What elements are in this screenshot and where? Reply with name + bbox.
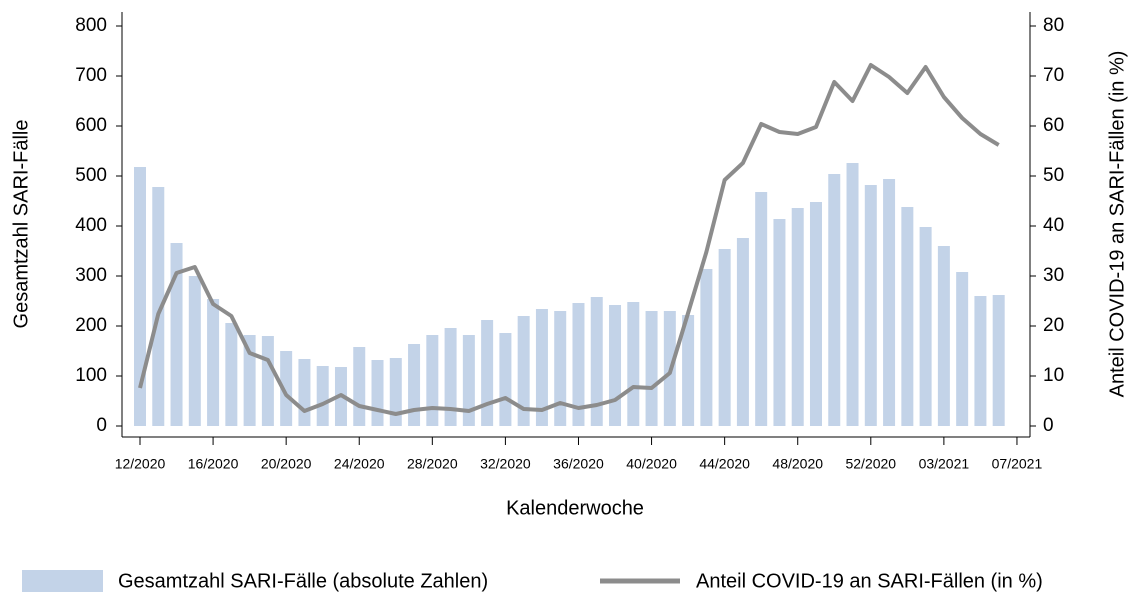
bar xyxy=(462,335,475,426)
x-tick-label: 16/2020 xyxy=(188,456,239,472)
bar xyxy=(992,295,1005,426)
bar xyxy=(773,219,786,426)
x-tick-label: 03/2021 xyxy=(919,456,970,472)
bar xyxy=(535,309,548,426)
bar xyxy=(207,299,220,426)
line xyxy=(138,63,1000,416)
y-tick-label: 800 xyxy=(75,15,107,36)
legend-swatch xyxy=(22,570,103,592)
y2-tick-label: 80 xyxy=(1043,15,1064,36)
bar xyxy=(828,174,841,426)
y2-tick-label: 70 xyxy=(1043,65,1064,86)
bar xyxy=(937,246,950,426)
y-tick-label: 500 xyxy=(75,165,107,186)
y-tick-label: 600 xyxy=(75,115,107,136)
x-tick-label: 24/2020 xyxy=(334,456,385,472)
y-tick-label: 200 xyxy=(75,315,107,336)
y2-tick-label: 50 xyxy=(1043,165,1064,186)
bar xyxy=(755,192,768,426)
bar xyxy=(225,323,238,426)
x-tick-label: 52/2020 xyxy=(845,456,896,472)
bar xyxy=(609,305,622,426)
bar xyxy=(809,202,822,426)
x-tick-label: 28/2020 xyxy=(407,456,458,472)
y-axis-title: Gesamtzahl SARI-Fälle xyxy=(10,120,32,329)
bar xyxy=(188,276,201,426)
x-tick-label: 20/2020 xyxy=(261,456,312,472)
bar xyxy=(408,344,421,426)
x-axis-title: Kalenderwoche xyxy=(506,497,644,519)
y-tick-label: 300 xyxy=(75,265,107,286)
bar xyxy=(901,207,914,426)
y-tick-label: 400 xyxy=(75,215,107,236)
y2-tick-label: 0 xyxy=(1043,415,1054,436)
bar xyxy=(444,328,457,426)
legend-label: Anteil COVID-19 an SARI-Fällen (in %) xyxy=(696,570,1043,592)
bar xyxy=(481,320,494,426)
y2-axis-title: Anteil COVID-19 an SARI-Fällen (in %) xyxy=(1106,51,1128,398)
bar xyxy=(590,297,603,426)
bar xyxy=(736,238,749,426)
x-tick-label: 12/2020 xyxy=(115,456,166,472)
bar xyxy=(572,303,585,426)
bar xyxy=(243,335,256,426)
y-tick-label: 700 xyxy=(75,65,107,86)
bar xyxy=(298,359,311,426)
bar xyxy=(883,179,896,426)
bar xyxy=(718,249,731,426)
bar xyxy=(389,358,402,426)
x-tick-label: 44/2020 xyxy=(699,456,750,472)
y2-tick-label: 10 xyxy=(1043,365,1064,386)
y-tick-label: 100 xyxy=(75,365,107,386)
x-tick-label: 48/2020 xyxy=(772,456,823,472)
y2-tick-label: 30 xyxy=(1043,265,1064,286)
bar xyxy=(791,208,804,426)
bar xyxy=(700,269,713,426)
bar xyxy=(353,347,366,426)
x-tick-label: 40/2020 xyxy=(626,456,677,472)
bar xyxy=(956,272,969,426)
x-tick-label: 07/2021 xyxy=(992,456,1043,472)
bar xyxy=(517,316,530,426)
bar xyxy=(645,311,658,426)
bar xyxy=(371,360,384,426)
x-tick-label: 32/2020 xyxy=(480,456,531,472)
bar xyxy=(280,351,293,426)
bar xyxy=(627,302,640,426)
y2-tick-label: 60 xyxy=(1043,115,1064,136)
x-tick-label: 36/2020 xyxy=(553,456,604,472)
bar xyxy=(170,243,183,426)
bar xyxy=(974,296,987,426)
bar xyxy=(682,315,695,426)
y2-tick-label: 40 xyxy=(1043,215,1064,236)
bar xyxy=(919,227,932,426)
legend-label: Gesamtzahl SARI-Fälle (absolute Zahlen) xyxy=(118,570,488,592)
bar xyxy=(864,185,877,426)
bar xyxy=(261,336,274,426)
bar xyxy=(152,187,165,426)
bar xyxy=(134,167,146,426)
bar xyxy=(846,163,859,426)
y2-tick-label: 20 xyxy=(1043,315,1064,336)
bar xyxy=(426,335,439,426)
y-tick-label: 0 xyxy=(96,415,107,436)
bar xyxy=(554,311,567,426)
bar xyxy=(499,333,512,426)
bar xyxy=(316,366,329,426)
